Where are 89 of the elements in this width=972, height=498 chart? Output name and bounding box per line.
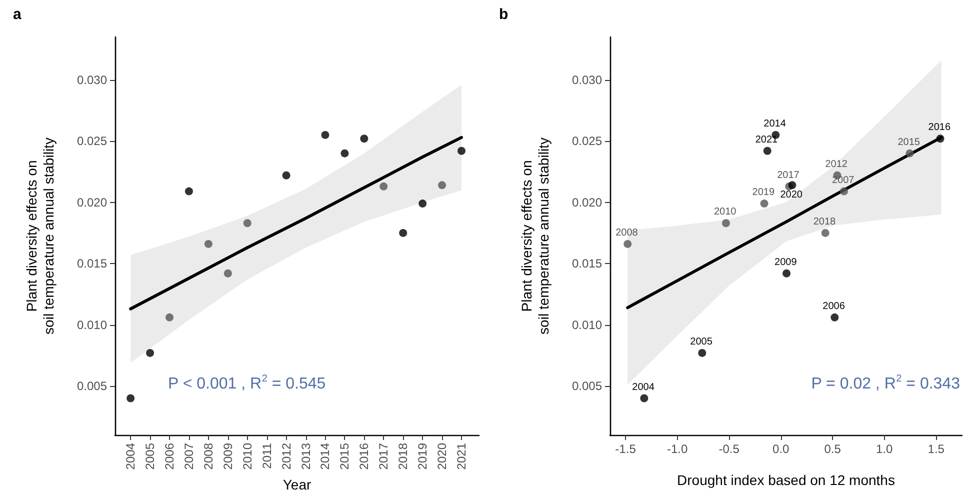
- x-tick-label: 2020: [435, 442, 450, 470]
- y-tick-label: 0.020: [572, 195, 602, 210]
- point: [224, 269, 232, 278]
- annotation: 2004: [632, 382, 655, 393]
- x-axis-title: Drought index based on 12 months: [677, 472, 895, 488]
- point: [166, 313, 174, 322]
- x-tick-label: 2008: [201, 442, 216, 470]
- x-tick-label: 2004: [124, 442, 138, 470]
- x-tick-label: 2019: [416, 442, 430, 470]
- annotation: 2016: [928, 122, 951, 134]
- point: [722, 219, 730, 228]
- point: [204, 240, 212, 248]
- y-tick-label: 0.030: [572, 72, 602, 87]
- chart-title: a: [13, 6, 22, 23]
- x-axis-title: Year: [282, 476, 312, 493]
- x-tick-label: 2016: [357, 442, 372, 470]
- annotation: 2009: [774, 256, 798, 268]
- point: [184, 187, 193, 196]
- annotation: 2012: [825, 158, 848, 170]
- point: [321, 130, 330, 139]
- y-tick-label: 0.005: [572, 379, 602, 394]
- x-tick-label: -1.0: [666, 442, 688, 456]
- annotation: 2010: [714, 206, 737, 218]
- chart-title: b: [499, 6, 508, 23]
- x-tick-label: 2007: [182, 442, 196, 470]
- point: [698, 348, 706, 357]
- annotation: 2019: [752, 187, 775, 198]
- x-tick-label: 2011: [260, 442, 274, 469]
- point: [830, 313, 839, 322]
- point: [840, 187, 848, 196]
- x-tick-label: -1.5: [615, 442, 636, 456]
- point: [760, 200, 768, 208]
- annotation: 2006: [822, 300, 846, 312]
- point: [438, 181, 446, 190]
- annotation: 2018: [813, 216, 836, 228]
- x-tick-label: 2010: [240, 442, 254, 470]
- point: [243, 219, 252, 228]
- point: [457, 146, 466, 155]
- point: [126, 394, 135, 402]
- point: [380, 182, 388, 190]
- y-tick-label: 0.010: [76, 318, 108, 332]
- annotation: 2021: [755, 134, 778, 146]
- y-tick-label: 0.015: [572, 256, 602, 271]
- annotation: 2020: [780, 190, 803, 201]
- annotation: 2014: [764, 118, 786, 130]
- x-tick-label: 2012: [279, 442, 294, 470]
- x-tick-label: 2021: [454, 442, 468, 470]
- x-tick-label: 2009: [220, 442, 235, 470]
- point: [763, 146, 772, 155]
- point: [640, 394, 648, 402]
- x-tick-label: 2005: [143, 442, 158, 470]
- y-tick-label: 0.015: [76, 256, 108, 271]
- point: [788, 181, 796, 190]
- point: [782, 269, 791, 278]
- point: [418, 200, 427, 208]
- annotation: 2007: [832, 174, 855, 186]
- line-series: [129, 136, 463, 310]
- x-tick-label: 2015: [338, 442, 352, 470]
- point: [821, 228, 830, 237]
- y-tick-label: 0.005: [76, 379, 108, 394]
- x-tick-label: 2013: [298, 442, 313, 470]
- point: [399, 228, 408, 237]
- annotation: 2017: [777, 170, 800, 181]
- y-tick-label: 0.010: [572, 318, 602, 332]
- y-axis-title: Plant diversity effects on soil temperature annual stability: [24, 138, 56, 334]
- x-tick-label: 0.5: [824, 442, 842, 456]
- y-tick-label: 0.020: [76, 195, 108, 210]
- annotation: 2005: [690, 336, 713, 348]
- point: [360, 134, 368, 143]
- x-tick-label: 2017: [376, 442, 391, 470]
- x-tick-label: -0.5: [718, 442, 740, 456]
- y-axis-title: Plant diversity effects on soil temperature annual stability: [518, 138, 552, 334]
- x-tick-label: 2006: [162, 442, 177, 470]
- x-tick-label: 0.0: [772, 442, 790, 456]
- y-tick-label: 0.025: [76, 134, 108, 148]
- point: [146, 348, 154, 357]
- annotation: 2008: [616, 227, 638, 238]
- y-tick-label: 0.030: [76, 72, 108, 87]
- x-tick-label: 1.0: [876, 442, 894, 456]
- annotation: 2015: [898, 136, 920, 148]
- point: [936, 134, 944, 143]
- x-tick-label: 2014: [318, 442, 332, 470]
- y-tick-label: 0.025: [572, 134, 602, 148]
- point: [282, 171, 290, 180]
- x-tick-label: 2018: [396, 442, 410, 470]
- x-tick-label: 1.5: [928, 442, 945, 456]
- point: [624, 240, 632, 248]
- point: [906, 149, 914, 158]
- point: [340, 149, 349, 158]
